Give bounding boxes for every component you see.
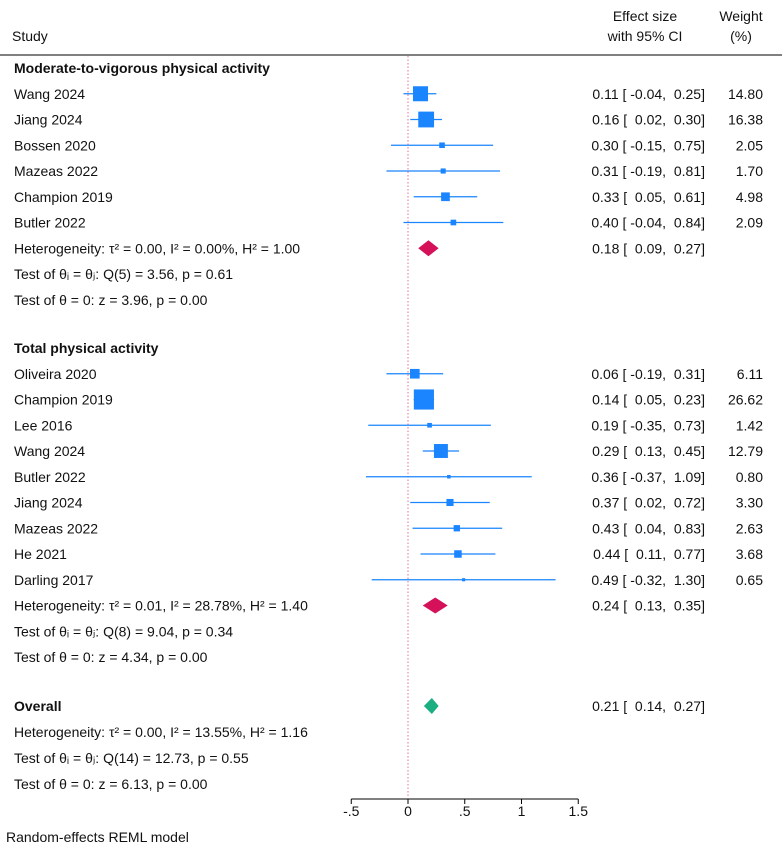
effect-marker xyxy=(439,142,445,149)
weight: 2.63 xyxy=(736,520,763,536)
study-name: Butler 2022 xyxy=(14,215,86,231)
weight: 3.30 xyxy=(736,495,763,511)
header-weight-unit: (%) xyxy=(730,28,752,44)
weight: 14.80 xyxy=(728,86,763,102)
study-name: Oliveira 2020 xyxy=(14,366,97,382)
weight: 2.05 xyxy=(736,137,763,153)
effect-ci: 0.29 [ 0.13, 0.45] xyxy=(592,443,705,459)
x-tick-label: 1.5 xyxy=(569,803,589,819)
group-title: Moderate-to-vigorous physical activity xyxy=(14,60,270,76)
study-name: Wang 2024 xyxy=(14,443,85,459)
effect-marker xyxy=(446,498,454,507)
effect-ci: 0.40 [ -0.04, 0.84] xyxy=(591,215,705,231)
study-name: Mazeas 2022 xyxy=(14,520,98,536)
weight: 0.80 xyxy=(736,469,763,485)
overall-test-homogeneity: Test of θᵢ = θⱼ: Q(14) = 12.73, p = 0.55 xyxy=(14,750,249,766)
effect-marker xyxy=(450,219,457,226)
overall-test-zero: Test of θ = 0: z = 6.13, p = 0.00 xyxy=(14,776,208,792)
weight: 1.70 xyxy=(736,163,763,179)
effect-ci: 0.19 [ -0.35, 0.73] xyxy=(591,417,705,433)
effect-ci: 0.43 [ 0.04, 0.83] xyxy=(592,520,705,536)
study-name: Mazeas 2022 xyxy=(14,163,98,179)
effect-ci: 0.14 [ 0.05, 0.23] xyxy=(592,392,705,408)
weight: 26.62 xyxy=(728,392,763,408)
weight: 1.42 xyxy=(736,417,763,433)
effect-marker xyxy=(427,422,432,428)
effect-marker xyxy=(454,550,462,558)
x-tick-label: -.5 xyxy=(343,803,360,819)
effect-ci: 0.16 [ 0.02, 0.30] xyxy=(592,112,705,128)
effect-marker xyxy=(413,389,434,410)
overall-heterogeneity: Heterogeneity: τ² = 0.00, I² = 13.55%, H… xyxy=(14,724,308,740)
header-weight: Weight xyxy=(719,8,762,24)
overall-ci: 0.21 [ 0.14, 0.27] xyxy=(592,698,705,714)
header-ci: with 95% CI xyxy=(607,28,683,44)
test-homogeneity: Test of θᵢ = θⱼ: Q(8) = 9.04, p = 0.34 xyxy=(14,623,233,639)
test-zero: Test of θ = 0: z = 4.34, p = 0.00 xyxy=(14,649,208,665)
header-study: Study xyxy=(12,28,48,44)
effect-ci: 0.49 [ -0.32, 1.30] xyxy=(591,572,705,588)
study-name: Wang 2024 xyxy=(14,86,85,102)
effect-ci: 0.33 [ 0.05, 0.61] xyxy=(592,189,705,205)
x-tick-label: .5 xyxy=(459,803,471,819)
effect-ci: 0.36 [ -0.37, 1.09] xyxy=(591,469,705,485)
weight: 3.68 xyxy=(736,546,763,562)
effect-ci: 0.44 [ 0.11, 0.77] xyxy=(593,546,705,562)
weight: 2.09 xyxy=(736,215,763,231)
effect-marker xyxy=(409,368,420,379)
test-homogeneity: Test of θᵢ = θⱼ: Q(5) = 3.56, p = 0.61 xyxy=(14,266,233,282)
effect-marker xyxy=(418,111,435,128)
x-tick-label: 0 xyxy=(404,803,412,819)
study-name: Champion 2019 xyxy=(14,392,113,408)
weight: 0.65 xyxy=(736,572,763,588)
pooled-ci: 0.24 [ 0.13, 0.35] xyxy=(592,598,705,614)
overall-diamond xyxy=(423,698,439,714)
header-effect-size: Effect size xyxy=(613,8,678,24)
effect-marker xyxy=(441,192,450,202)
group-title: Total physical activity xyxy=(14,340,159,356)
subgroup-diamond xyxy=(422,597,448,614)
weight: 6.11 xyxy=(737,366,763,382)
effect-marker xyxy=(440,168,446,174)
study-name: He 2021 xyxy=(14,546,67,562)
study-name: Darling 2017 xyxy=(14,572,94,588)
effect-marker xyxy=(447,475,451,479)
effect-ci: 0.11 [ -0.04, 0.25] xyxy=(592,86,705,102)
study-name: Bossen 2020 xyxy=(14,137,96,153)
effect-marker xyxy=(433,444,448,458)
study-name: Butler 2022 xyxy=(14,469,86,485)
weight: 16.38 xyxy=(728,112,763,128)
subgroup-diamond xyxy=(418,240,439,257)
study-name: Champion 2019 xyxy=(14,189,113,205)
x-tick-label: 1 xyxy=(518,803,526,819)
effect-ci: 0.37 [ 0.02, 0.72] xyxy=(592,495,705,511)
effect-ci: 0.06 [ -0.19, 0.31] xyxy=(591,366,705,382)
test-zero: Test of θ = 0: z = 3.96, p = 0.00 xyxy=(14,292,208,308)
effect-marker xyxy=(462,578,466,582)
effect-ci: 0.31 [ -0.19, 0.81] xyxy=(591,163,705,179)
study-name: Jiang 2024 xyxy=(14,112,83,128)
heterogeneity: Heterogeneity: τ² = 0.01, I² = 28.78%, H… xyxy=(14,598,308,614)
heterogeneity: Heterogeneity: τ² = 0.00, I² = 0.00%, H²… xyxy=(14,240,300,256)
overall-title: Overall xyxy=(14,698,61,714)
effect-ci: 0.30 [ -0.15, 0.75] xyxy=(591,137,705,153)
pooled-ci: 0.18 [ 0.09, 0.27] xyxy=(592,240,705,256)
weight: 12.79 xyxy=(728,443,763,459)
effect-marker xyxy=(453,525,460,532)
study-name: Lee 2016 xyxy=(14,417,73,433)
effect-marker xyxy=(412,86,428,102)
study-name: Jiang 2024 xyxy=(14,495,83,511)
weight: 4.98 xyxy=(736,189,763,205)
footnote: Random-effects REML model xyxy=(6,829,189,845)
